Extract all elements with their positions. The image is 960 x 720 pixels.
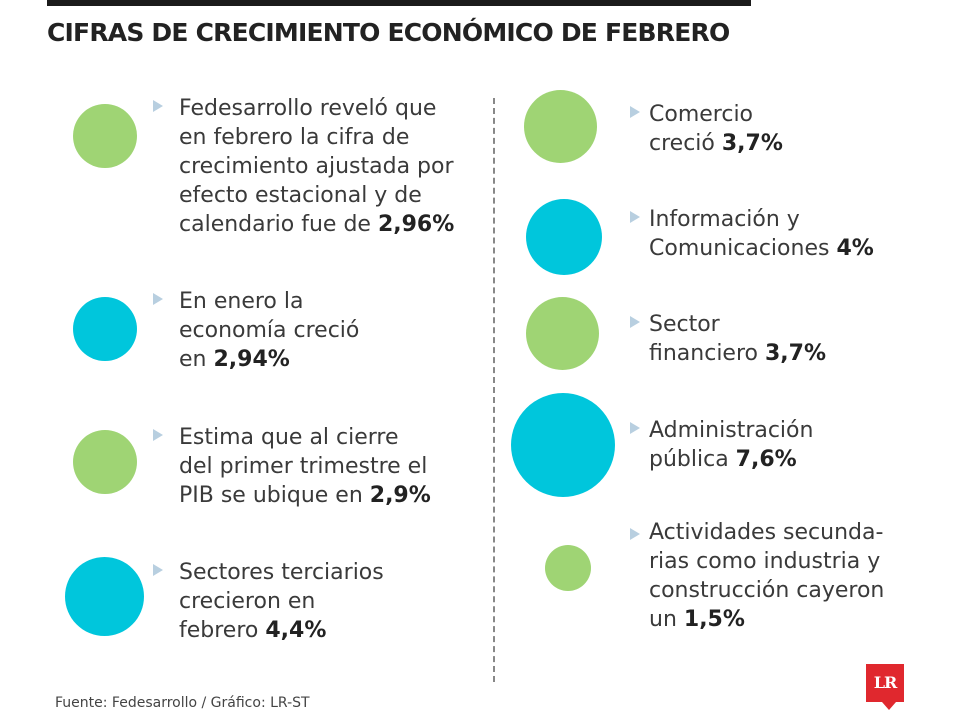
item-text-line: efecto estacional y de <box>179 183 422 208</box>
bullet-icon <box>153 564 163 576</box>
item-text-line: Comercio <box>649 102 754 127</box>
item-text-line: Actividades secunda- <box>649 520 884 545</box>
bullet-icon <box>630 211 640 223</box>
item-text-line: Información y <box>649 207 800 232</box>
bubble-financiero <box>526 297 599 370</box>
item-text-line: crecimiento ajustada por <box>179 154 454 179</box>
top-rule <box>47 0 751 6</box>
column-divider <box>493 98 495 682</box>
item-financiero: Sector financiero 3,7% <box>649 310 826 368</box>
bullet-icon <box>630 106 640 118</box>
bubble-trimestre <box>73 430 137 494</box>
item-value: 1,5% <box>683 607 745 632</box>
bubble-administracion <box>511 393 615 497</box>
item-text-line: calendario fue de <box>179 212 378 237</box>
bubble-enero <box>73 297 137 361</box>
item-secundarias: Actividades secunda-rias como industria … <box>649 518 884 634</box>
item-text-line: PIB se ubique en <box>179 483 370 508</box>
item-value: 3,7% <box>764 341 826 366</box>
item-informacion: Información y Comunicaciones 4% <box>649 205 874 263</box>
bubble-comercio <box>524 90 597 163</box>
item-administracion: Administración pública 7,6% <box>649 416 813 474</box>
item-text-line: febrero <box>179 618 266 643</box>
infographic-title: CIFRAS DE CRECIMIENTO ECONÓMICO DE FEBRE… <box>47 18 730 47</box>
item-text-line: Sector <box>649 312 720 337</box>
item-text-line: En enero la <box>179 289 304 314</box>
item-value: 4% <box>836 236 874 261</box>
item-value: 7,6% <box>735 447 797 472</box>
bullet-icon <box>153 100 163 112</box>
item-text-line: Fedesarrollo reveló que <box>179 96 437 121</box>
item-comercio: Comercio creció 3,7% <box>649 100 783 158</box>
item-text-line: en <box>179 347 214 372</box>
item-terciarios: Sectores terciarios crecieron en febrero 4… <box>179 558 384 645</box>
item-text-line: Sectores terciarios <box>179 560 384 585</box>
item-text-line: Comunicaciones <box>649 236 837 261</box>
item-text-line: economía creció <box>179 318 360 343</box>
item-text-line: financiero <box>649 341 765 366</box>
item-text-line: un <box>649 607 684 632</box>
item-text-line: en febrero la cifra de <box>179 125 410 150</box>
bullet-icon <box>630 422 640 434</box>
bullet-icon <box>153 293 163 305</box>
item-text-line: construcción cayeron <box>649 578 885 603</box>
item-text-line: rias como industria y <box>649 549 881 574</box>
item-value: 4,4% <box>265 618 327 643</box>
bubble-informacion <box>526 199 602 275</box>
item-trimestre: Estima que al cierre del primer trimestre… <box>179 423 431 510</box>
item-value: 3,7% <box>721 131 783 156</box>
bubble-secundarias <box>545 545 591 591</box>
item-text-line: pública <box>649 447 736 472</box>
item-text-line: del primer trimestre el <box>179 454 428 479</box>
item-text-line: creció <box>649 131 722 156</box>
bubble-ajustada <box>73 104 137 168</box>
item-value: 2,96% <box>377 212 455 237</box>
source-footer: Fuente: Fedesarrollo / Gráfico: LR-ST <box>55 695 310 711</box>
item-text-line: crecieron en <box>179 589 316 614</box>
bullet-icon <box>153 429 163 441</box>
lr-logo: LR <box>866 664 904 702</box>
item-enero: En enero la economía creció en 2,94% <box>179 287 359 374</box>
item-ajustada: Fedesarrollo reveló que en febrero la cif… <box>179 94 454 239</box>
item-text-line: Administración <box>649 418 814 443</box>
item-value: 2,94% <box>213 347 290 372</box>
bubble-terciarios <box>65 557 144 636</box>
item-text-line: Estima que al cierre <box>179 425 399 450</box>
bullet-icon <box>630 528 640 540</box>
bullet-icon <box>630 316 640 328</box>
lr-logo-tail <box>882 702 896 710</box>
item-value: 2,9% <box>369 483 431 508</box>
